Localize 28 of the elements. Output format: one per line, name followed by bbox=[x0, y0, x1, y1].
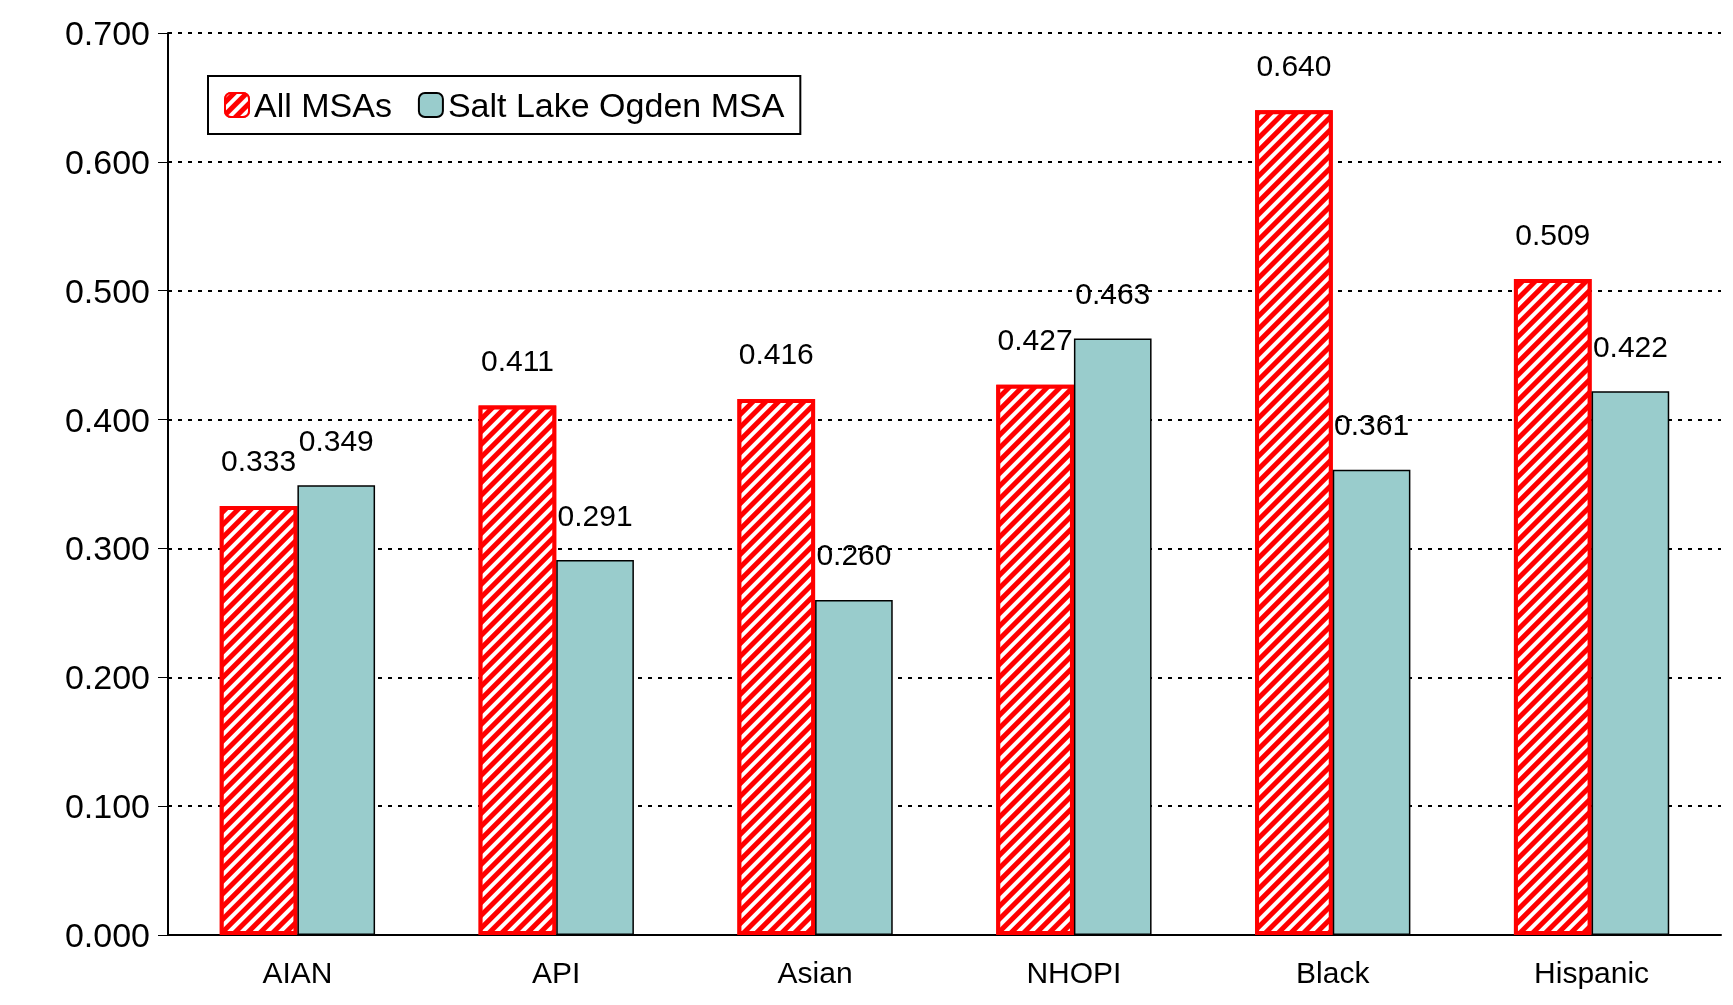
y-tick-label: 0.400 bbox=[64, 400, 150, 439]
data-label: 0.509 bbox=[1515, 217, 1591, 251]
y-tick-label: 0.600 bbox=[64, 142, 150, 181]
data-label: 0.416 bbox=[738, 337, 814, 371]
y-tick-label: 0.100 bbox=[64, 787, 150, 826]
x-tick-label: AIAN bbox=[262, 955, 333, 989]
y-tick-label: 0.200 bbox=[64, 658, 150, 697]
y-tick-label: 0.500 bbox=[64, 271, 150, 310]
data-label: 0.422 bbox=[1592, 329, 1668, 363]
x-tick-label: Asian bbox=[777, 955, 853, 989]
x-tick-label: API bbox=[532, 955, 581, 989]
y-tick-label: 0.300 bbox=[64, 529, 150, 568]
data-label: 0.349 bbox=[298, 423, 374, 457]
data-label: 0.640 bbox=[1256, 48, 1332, 82]
x-tick-label: Black bbox=[1296, 955, 1371, 989]
legend-label: Salt Lake Ogden MSA bbox=[447, 86, 785, 124]
y-tick-label: 0.700 bbox=[64, 14, 150, 52]
data-label: 0.411 bbox=[481, 343, 554, 377]
x-tick-label: NHOPI bbox=[1026, 955, 1122, 989]
data-label: 0.463 bbox=[1075, 276, 1151, 310]
x-tick-label: Hispanic bbox=[1534, 955, 1650, 989]
data-label: 0.361 bbox=[1334, 408, 1410, 442]
data-label: 0.427 bbox=[997, 323, 1073, 357]
data-label: 0.260 bbox=[816, 538, 892, 572]
y-tick-label: 0.000 bbox=[64, 916, 150, 954]
legend-label: All MSAs bbox=[254, 86, 392, 124]
data-label: 0.291 bbox=[557, 498, 633, 532]
data-label: 0.333 bbox=[221, 444, 297, 478]
